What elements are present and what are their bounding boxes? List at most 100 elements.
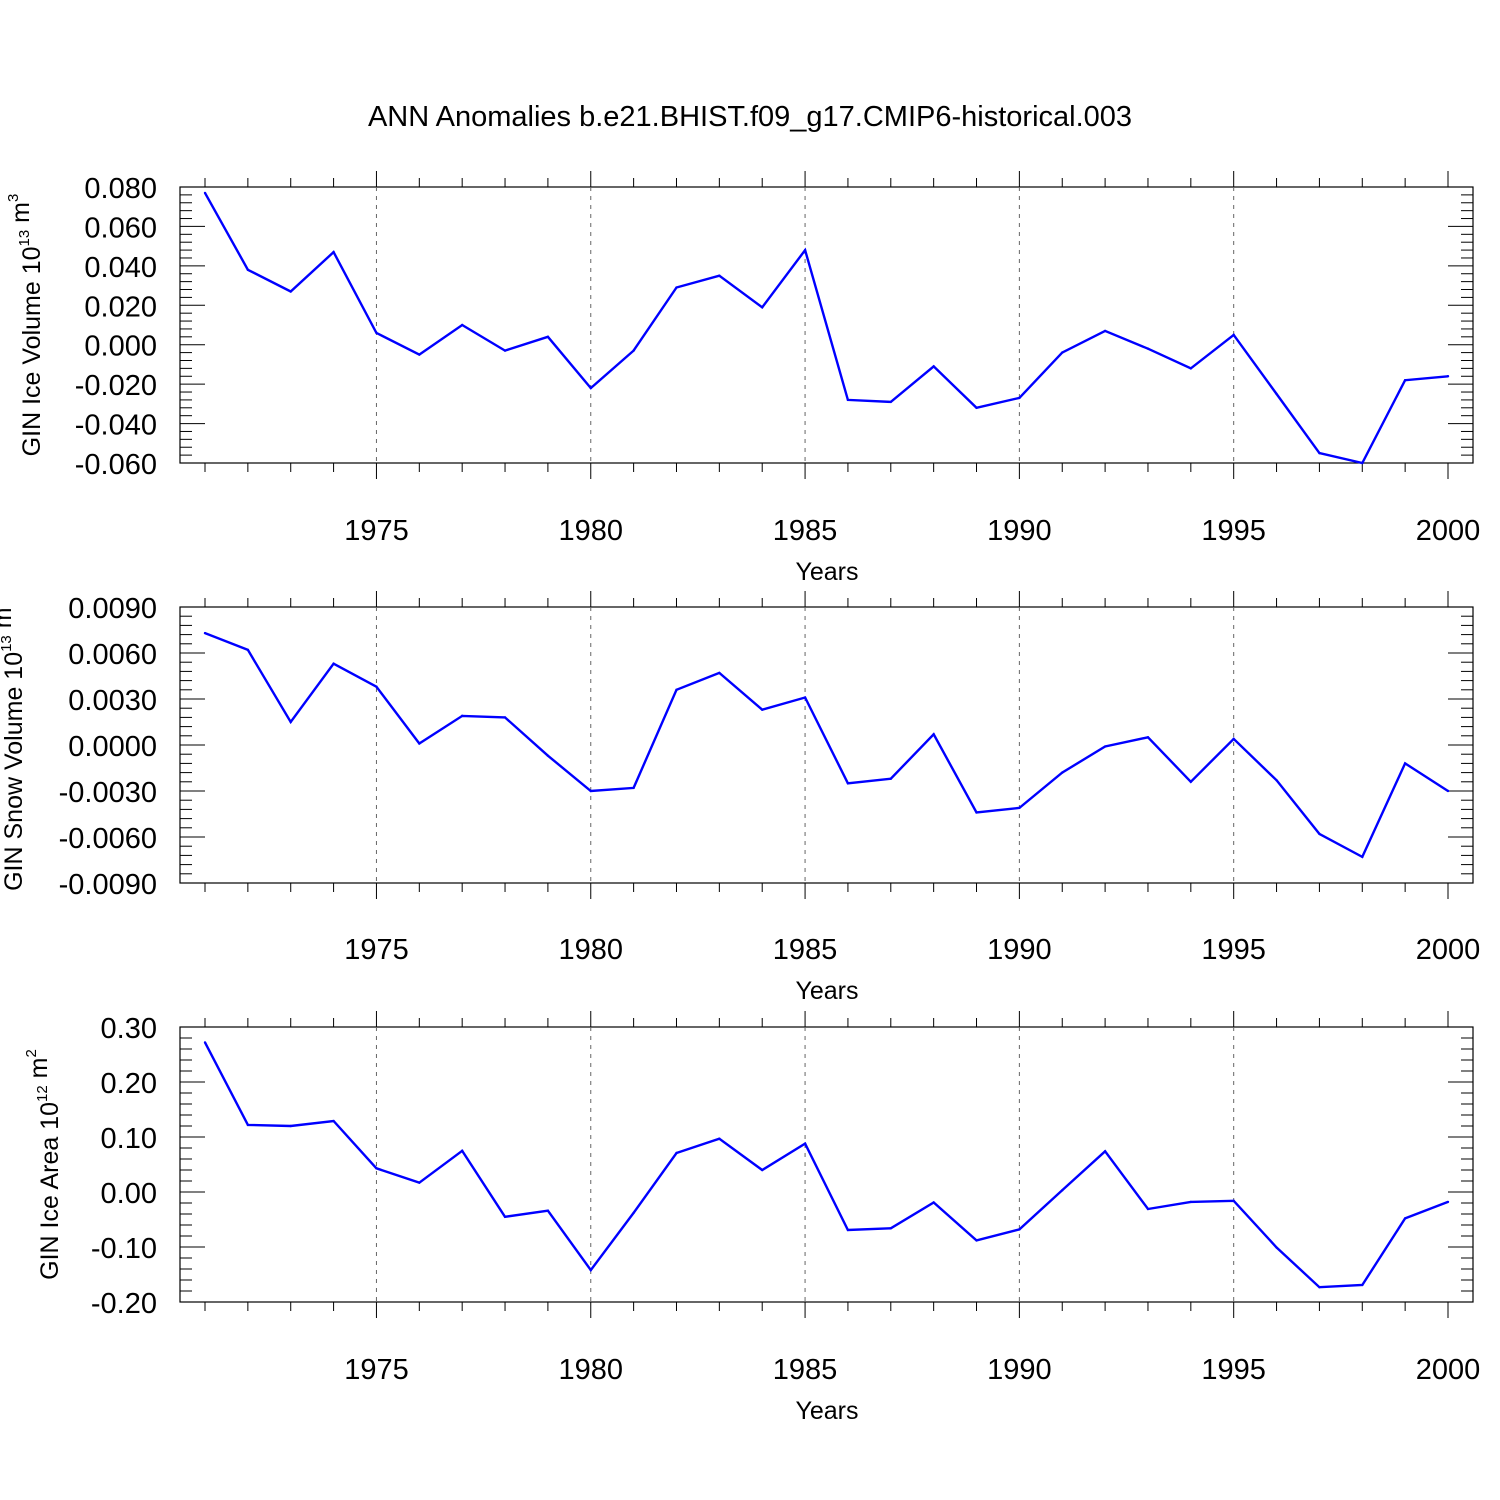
data-point — [332, 250, 335, 254]
y-label-superscript: 13 — [0, 635, 15, 652]
ice-volume-panel: 1975 1980 1985 1990 1995 2000 Years 0.080 0.060 0… — [5, 171, 1480, 586]
data-point — [460, 323, 464, 327]
data-point — [632, 349, 635, 352]
data-point — [503, 349, 507, 352]
y-label-text: m — [7, 202, 35, 230]
y-label-text: GIN Snow Volume 10 — [0, 652, 28, 891]
x-tick-label: 1995 — [1201, 934, 1266, 966]
ice-area-panel: 1975 1980 1985 1990 1995 2000 Years 0.30 0.20 0.1… — [23, 1011, 1480, 1425]
y-tick-label: -0.060 — [75, 449, 157, 481]
data-point — [761, 1168, 764, 1172]
data-point — [1189, 367, 1193, 370]
data-point — [1361, 1283, 1364, 1287]
data-point — [460, 714, 464, 718]
y-axis-label: GIN Ice Area 1012 m2 — [23, 1049, 64, 1280]
y-label-superscript: 13 — [16, 230, 33, 247]
y-tick-label: -0.0060 — [59, 823, 157, 855]
data-point — [1446, 789, 1450, 793]
y-label-text: m — [0, 607, 17, 635]
y-label-superscript: 12 — [34, 1085, 51, 1102]
x-tick-label: 1990 — [987, 515, 1052, 547]
series-line — [203, 192, 1449, 465]
data-point — [846, 398, 850, 402]
data-point — [889, 400, 892, 404]
data-point — [803, 696, 807, 699]
data-point — [246, 1123, 250, 1127]
data-point — [1446, 1200, 1450, 1204]
x-axis-label: Years — [795, 558, 858, 586]
data-point — [803, 1142, 807, 1145]
data-point — [1318, 1285, 1321, 1289]
data-point — [975, 811, 978, 814]
data-point — [1361, 461, 1364, 465]
data-point — [1018, 396, 1021, 400]
data-point — [1061, 1189, 1064, 1192]
data-point — [1446, 375, 1450, 378]
series-line — [203, 1041, 1449, 1289]
data-point — [632, 786, 635, 790]
data-point — [203, 1041, 207, 1044]
y-tick-label: -0.20 — [91, 1288, 157, 1320]
data-point — [289, 290, 292, 293]
data-point — [1275, 779, 1278, 782]
y-tick-label: 0.020 — [84, 291, 157, 323]
data-point — [889, 777, 892, 780]
data-point — [203, 191, 207, 195]
data-point — [846, 782, 850, 785]
data-point — [418, 742, 421, 745]
data-point — [546, 1209, 550, 1212]
y-label-superscript: 3 — [0, 599, 4, 607]
data-point — [1318, 451, 1321, 455]
y-label-superscript: 3 — [5, 194, 22, 202]
data-point — [803, 248, 807, 252]
x-tick-label: 1985 — [773, 934, 838, 966]
data-point — [289, 1124, 292, 1128]
y-label-text: GIN Ice Volume 10 — [18, 246, 46, 456]
data-point — [1018, 806, 1021, 810]
data-point — [375, 1167, 378, 1170]
data-point — [246, 648, 250, 652]
data-point — [332, 662, 335, 665]
y-tick-label: -0.020 — [75, 370, 157, 402]
y-tick-label: 0.0090 — [68, 593, 157, 625]
y-axis-label: GIN Snow Volume 1013 m3 — [0, 599, 28, 891]
x-tick-label: 1985 — [773, 1354, 838, 1386]
x-tick-label: 2000 — [1416, 515, 1481, 547]
data-point — [1189, 1200, 1193, 1204]
x-tick-label: 1990 — [987, 1354, 1052, 1386]
data-point — [1146, 347, 1150, 350]
x-tick-label: 1995 — [1201, 515, 1266, 547]
data-point — [932, 733, 935, 736]
data-point — [761, 306, 764, 309]
data-point — [1018, 1228, 1021, 1231]
y-label-superscript: 2 — [23, 1049, 40, 1057]
y-tick-label: 0.20 — [101, 1068, 157, 1100]
data-point — [1146, 1207, 1150, 1211]
data-point — [675, 688, 678, 691]
y-tick-label: -0.10 — [91, 1233, 157, 1265]
y-tick-label: 0.0000 — [68, 731, 157, 763]
data-point — [1103, 1150, 1107, 1153]
x-axis-label: Years — [795, 977, 858, 1005]
data-point — [546, 335, 550, 339]
data-point — [1232, 333, 1235, 337]
y-axis-label: GIN Ice Volume 1013 m3 — [5, 194, 46, 457]
data-point — [1403, 379, 1407, 382]
x-tick-label: 1980 — [559, 934, 624, 966]
data-point — [932, 365, 935, 368]
figure-title: ANN Anomalies b.e21.BHIST.f09_g17.CMIP6-… — [368, 101, 1132, 133]
data-point — [460, 1149, 464, 1152]
data-point — [1189, 780, 1193, 783]
data-point — [761, 708, 764, 711]
plot-frame — [179, 186, 1474, 464]
data-point — [1146, 736, 1150, 739]
y-tick-label: -0.0090 — [59, 869, 157, 901]
y-tick-label: 0.0060 — [68, 639, 157, 671]
x-tick-label: 2000 — [1416, 1354, 1481, 1386]
x-tick-label: 1975 — [344, 934, 409, 966]
data-point — [889, 1227, 892, 1230]
y-tick-label: 0.00 — [101, 1178, 157, 1210]
data-point — [589, 386, 592, 390]
series-line — [204, 631, 1449, 859]
data-point — [375, 685, 378, 688]
